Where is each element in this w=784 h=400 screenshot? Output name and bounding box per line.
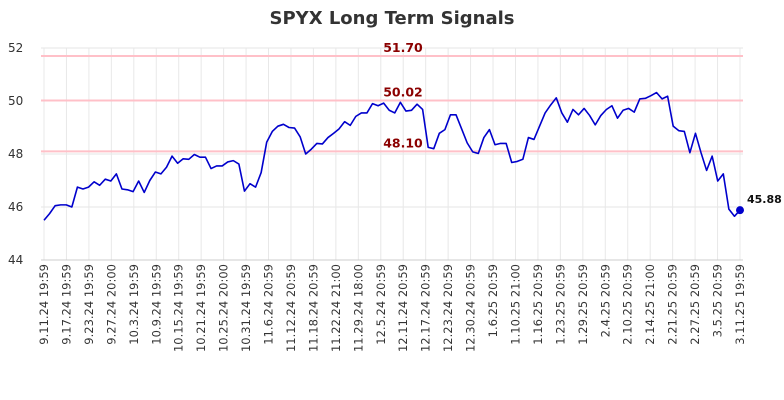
- x-tick-label: 3.5.25 20:59: [711, 264, 725, 337]
- reference-line-label: 50.02: [383, 84, 423, 99]
- x-tick-label: 9.23.24 19:59: [82, 264, 96, 345]
- chart-title: SPYX Long Term Signals: [269, 8, 515, 29]
- x-tick-label: 10.3.24 19:59: [127, 264, 141, 345]
- x-tick-label: 10.9.24 19:59: [149, 264, 163, 345]
- x-tick-label: 2.27.25 20:59: [688, 264, 702, 345]
- x-tick-label: 12.17.24 20:59: [419, 264, 433, 352]
- x-tick-label: 11.18.24 20:59: [306, 264, 320, 352]
- y-tick-label: 48: [8, 147, 23, 161]
- x-tick-label: 12.11.24 20:59: [396, 264, 410, 352]
- reference-line-label: 48.10: [383, 135, 423, 150]
- x-tick-label: 12.5.24 20:59: [374, 264, 388, 345]
- last-value-marker: [736, 206, 744, 215]
- series-line: [43, 91, 741, 221]
- x-tick-label: 10.25.24 20:00: [217, 264, 231, 352]
- reference-line-label: 51.70: [383, 40, 423, 55]
- x-tick-label: 1.10.25 21:00: [508, 264, 522, 345]
- x-tick-label: 9.27.24 20:00: [104, 264, 118, 345]
- x-tick-label: 1.23.25 20:59: [553, 264, 567, 345]
- x-tick-label: 10.31.24 19:59: [239, 264, 253, 352]
- x-tick-label: 2.4.25 20:59: [598, 264, 612, 337]
- x-tick-label: 9.17.24 19:59: [59, 264, 73, 345]
- x-tick-label: 1.16.25 20:59: [531, 264, 545, 345]
- x-tick-label: 10.21.24 19:59: [194, 264, 208, 352]
- y-tick-label: 50: [8, 94, 23, 108]
- x-tick-label: 11.22.24 21:00: [329, 264, 343, 352]
- x-tick-label: 11.12.24 20:59: [284, 264, 298, 352]
- x-tick-label: 1.29.25 20:59: [576, 264, 590, 345]
- x-tick-label: 2.10.25 20:59: [621, 264, 635, 345]
- x-tick-label: 11.29.24 18:00: [351, 264, 365, 352]
- x-tick-label: 11.6.24 20:59: [262, 264, 276, 345]
- x-tick-label: 10.15.24 19:59: [172, 264, 186, 352]
- y-tick-label: 46: [8, 200, 23, 214]
- x-tick-label: 9.11.24 19:59: [37, 264, 51, 345]
- x-tick-label: 2.14.25 21:00: [643, 264, 657, 345]
- y-tick-label: 44: [8, 253, 23, 267]
- x-tick-label: 12.23.24 20:59: [441, 264, 455, 352]
- last-value-label: 45.88: [747, 193, 782, 206]
- y-tick-label: 52: [8, 41, 23, 55]
- x-tick-label: 3.11.25 19:59: [733, 264, 747, 345]
- x-tick-label: 1.6.25 20:59: [486, 264, 500, 337]
- x-tick-label: 12.30.24 20:59: [464, 264, 478, 352]
- x-tick-label: 2.21.25 20:59: [666, 264, 680, 345]
